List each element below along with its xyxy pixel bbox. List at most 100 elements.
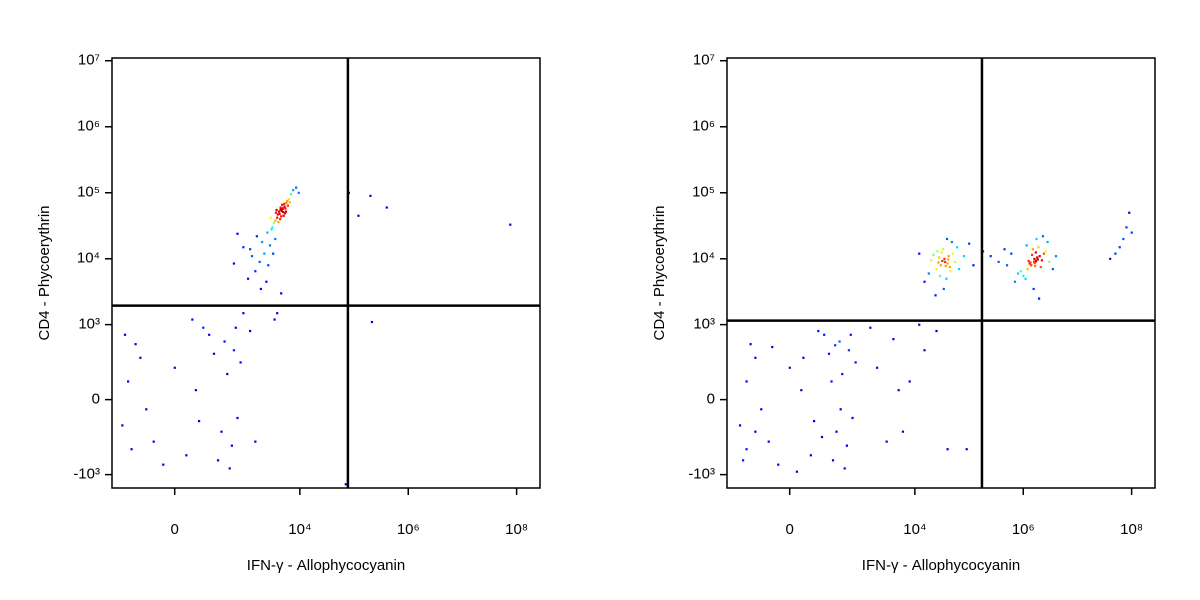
event-dot — [830, 380, 833, 383]
event-dot — [357, 214, 360, 217]
event-dot — [276, 213, 279, 216]
event-dot — [385, 206, 388, 209]
event-dot — [831, 459, 835, 462]
event-dot — [283, 202, 286, 206]
event-dot — [1037, 246, 1040, 249]
y-axis-label: CD4 - Phycoerythrin — [651, 205, 668, 340]
event-dot — [936, 250, 939, 253]
event-dot — [930, 259, 933, 262]
y-axis-label: CD4 - Phycoerythrin — [36, 205, 53, 340]
event-dot — [945, 277, 948, 280]
event-dot — [1114, 252, 1117, 255]
event-dot — [274, 219, 277, 222]
event-dot — [823, 333, 826, 336]
event-dot — [1040, 259, 1044, 262]
event-dot — [754, 356, 757, 359]
event-dot — [286, 200, 289, 203]
event-dot — [965, 448, 968, 451]
event-dot — [1128, 211, 1131, 214]
event-dot — [130, 448, 133, 451]
event-dot — [267, 264, 270, 267]
event-dot — [1033, 260, 1036, 263]
event-dot — [246, 277, 250, 280]
event-dot — [1054, 255, 1058, 258]
event-dot — [275, 208, 278, 212]
y-tick-label: 0 — [92, 391, 100, 408]
event-dot — [892, 338, 895, 341]
event-dot — [208, 333, 211, 336]
event-dot — [1013, 280, 1017, 283]
event-dot — [284, 210, 287, 213]
event-dot — [292, 189, 295, 192]
event-dot — [1039, 266, 1042, 269]
event-dot — [834, 344, 837, 347]
event-dot — [1122, 237, 1125, 241]
event-dot — [369, 194, 372, 197]
event-dot — [272, 221, 275, 225]
event-dot — [202, 326, 205, 329]
event-dot — [1034, 251, 1037, 254]
event-dot — [234, 326, 237, 329]
event-dot — [236, 232, 239, 235]
event-dot — [749, 343, 752, 346]
event-dot — [771, 345, 774, 349]
event-dot — [276, 312, 279, 315]
event-dot — [230, 444, 233, 447]
event-dot — [949, 270, 952, 273]
event-dot — [274, 211, 278, 214]
event-dot — [944, 264, 947, 268]
event-dot — [282, 211, 285, 214]
event-dot — [283, 205, 286, 208]
event-dot — [1048, 260, 1051, 263]
event-dot — [885, 440, 888, 443]
event-dot — [255, 235, 258, 238]
event-dot — [139, 356, 142, 359]
event-dot — [839, 408, 842, 411]
event-dot — [285, 201, 288, 205]
event-dot — [935, 267, 938, 271]
event-dot — [250, 255, 254, 258]
x-tick-label: 10⁴ — [903, 521, 926, 538]
event-dot — [344, 483, 347, 486]
event-dot — [284, 207, 287, 210]
event-dot — [277, 210, 281, 213]
y-tick-label: 10⁴ — [77, 250, 100, 267]
event-dot — [194, 389, 197, 392]
event-dot — [1029, 261, 1032, 264]
event-dot — [997, 260, 1000, 263]
event-dot — [948, 266, 951, 269]
event-dot — [280, 209, 283, 213]
event-dot — [1034, 264, 1037, 268]
event-dot — [123, 333, 127, 336]
event-dot — [1036, 258, 1039, 261]
event-dot — [276, 216, 279, 219]
event-dot — [901, 430, 905, 433]
event-dot — [827, 352, 831, 355]
event-dot — [1036, 256, 1039, 259]
event-dot — [1109, 257, 1112, 260]
event-dot — [802, 356, 805, 359]
event-dot — [945, 237, 949, 241]
event-dot — [370, 320, 374, 324]
event-dot — [843, 467, 846, 470]
event-dot — [918, 252, 921, 255]
event-dot — [249, 329, 252, 333]
event-dot — [145, 408, 148, 411]
event-dot — [261, 240, 264, 244]
event-dot — [1033, 257, 1036, 260]
event-dot — [274, 237, 277, 241]
event-dot — [1026, 267, 1029, 271]
y-tick-label: -10³ — [688, 466, 715, 483]
event-dot — [226, 372, 229, 376]
event-dot — [800, 389, 803, 392]
event-dot — [281, 203, 284, 206]
event-dot — [266, 231, 269, 234]
event-dot — [239, 361, 242, 364]
event-dot — [851, 416, 854, 420]
event-dot — [263, 252, 266, 255]
event-dot — [938, 274, 942, 278]
y-tick-label: 10⁷ — [78, 52, 100, 69]
event-dot — [185, 454, 188, 457]
event-dot — [297, 191, 300, 194]
event-dot — [278, 212, 281, 216]
